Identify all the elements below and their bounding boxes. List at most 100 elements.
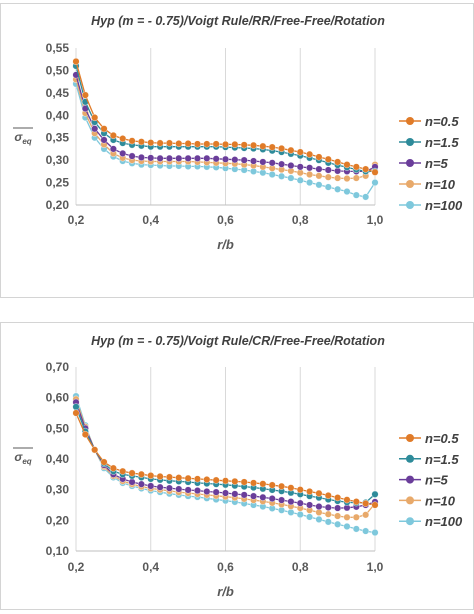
- data-point: [128, 469, 136, 477]
- data-point: [287, 484, 295, 492]
- data-point: [306, 164, 314, 172]
- x-axis-label: r/b: [217, 584, 234, 599]
- x-tick-label: 0,4: [142, 560, 159, 574]
- legend-marker: [406, 180, 414, 188]
- data-point: [137, 153, 145, 161]
- data-point: [287, 146, 295, 154]
- y-tick-label: 0,50: [46, 421, 70, 435]
- data-point: [334, 158, 342, 166]
- legend-marker: [406, 517, 414, 526]
- data-point: [165, 154, 173, 162]
- data-point: [268, 170, 276, 178]
- data-point: [109, 145, 117, 153]
- data-point: [156, 483, 164, 491]
- y-tick-label: 0,50: [46, 63, 70, 77]
- data-point: [371, 529, 379, 537]
- data-point: [184, 154, 192, 162]
- data-point: [203, 488, 211, 496]
- data-point: [250, 141, 258, 149]
- data-point: [268, 495, 276, 503]
- data-point: [221, 489, 229, 497]
- data-point: [278, 144, 286, 152]
- data-point: [352, 525, 360, 533]
- data-point: [324, 155, 332, 163]
- data-point: [278, 172, 286, 180]
- y-tick-label: 0,40: [46, 452, 70, 466]
- data-point: [296, 169, 304, 177]
- data-point: [315, 508, 323, 516]
- legend-label: n=1.5: [425, 452, 459, 467]
- data-point: [212, 476, 220, 484]
- y-tick-label: 0,25: [46, 176, 70, 190]
- data-point: [259, 142, 267, 150]
- data-point: [231, 490, 239, 498]
- data-point: [240, 478, 248, 486]
- data-point: [193, 140, 201, 148]
- data-point: [259, 169, 267, 177]
- x-tick-label: 0,2: [68, 213, 85, 227]
- data-point: [137, 480, 145, 488]
- data-point: [165, 484, 173, 492]
- data-point: [352, 498, 360, 506]
- y-tick-label: 0,35: [46, 131, 70, 145]
- chart-cr: 0,2 0,4 0,6 0,8 1,0 0,10 0,20 0,30 0,40 0,50 0,60 0…: [13, 360, 463, 599]
- data-point: [296, 163, 304, 171]
- data-point: [343, 496, 351, 504]
- data-point: [343, 188, 351, 196]
- data-point: [175, 154, 183, 162]
- data-point: [315, 503, 323, 511]
- x-tick-label: 1,0: [367, 213, 384, 227]
- data-point: [147, 154, 155, 162]
- data-point: [156, 139, 164, 147]
- data-point: [193, 475, 201, 483]
- data-point: [362, 527, 370, 535]
- data-point: [231, 477, 239, 485]
- data-point: [306, 179, 314, 187]
- legend-label: n=1.5: [425, 135, 459, 150]
- data-point: [203, 476, 211, 484]
- data-point: [371, 168, 379, 176]
- data-point: [250, 157, 258, 165]
- data-point: [315, 515, 323, 523]
- data-point: [371, 501, 379, 509]
- data-point: [315, 489, 323, 497]
- data-point: [165, 139, 173, 147]
- data-point: [315, 181, 323, 189]
- data-point: [306, 150, 314, 158]
- legend-label: n=10: [425, 177, 456, 192]
- data-point: [221, 477, 229, 485]
- x-tick-label: 1,0: [367, 560, 384, 574]
- data-point: [259, 493, 267, 501]
- data-point: [72, 57, 80, 65]
- data-point: [137, 470, 145, 478]
- data-point: [324, 510, 332, 518]
- data-point: [184, 140, 192, 148]
- data-point: [296, 511, 304, 519]
- data-point: [137, 138, 145, 146]
- data-point: [250, 167, 258, 175]
- data-point: [268, 159, 276, 167]
- legend-marker: [406, 138, 414, 146]
- data-point: [287, 174, 295, 182]
- y-axis-label: σeq: [14, 130, 31, 146]
- data-point: [343, 522, 351, 530]
- y-tick-label: 0,10: [46, 544, 70, 558]
- y-tick-label: 0,20: [46, 513, 70, 527]
- x-tick-label: 0,2: [68, 560, 85, 574]
- data-point: [193, 487, 201, 495]
- data-point: [156, 472, 164, 480]
- data-point: [334, 494, 342, 502]
- data-point: [109, 131, 117, 139]
- data-point: [240, 141, 248, 149]
- data-point: [296, 499, 304, 507]
- y-tick-label: 0,20: [46, 198, 70, 212]
- data-point: [315, 172, 323, 180]
- x-tick-label: 0,4: [142, 213, 159, 227]
- data-point: [128, 152, 136, 160]
- data-point: [184, 474, 192, 482]
- y-axis-label: σeq: [14, 450, 31, 466]
- legend-label: n=100: [425, 514, 463, 529]
- chart-title: Hyp (m = - 0.75)/Voigt Rule/RR/Free-Free…: [91, 14, 385, 28]
- data-point: [268, 143, 276, 151]
- data-point: [324, 491, 332, 499]
